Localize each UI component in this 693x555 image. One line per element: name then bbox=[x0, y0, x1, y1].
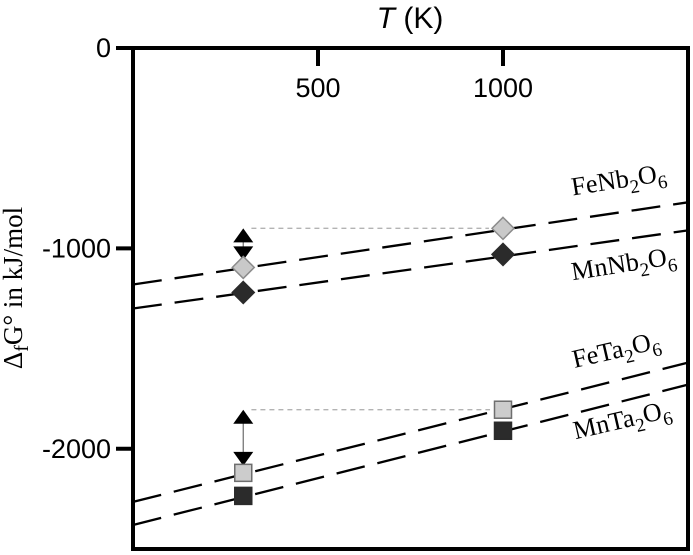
series-label-part: 6 bbox=[650, 339, 664, 362]
series-label-part: 6 bbox=[656, 172, 669, 194]
series-label-part: 2 bbox=[623, 346, 637, 369]
y-tick-label--1000: -1000 bbox=[42, 233, 111, 263]
uncertainty-arrow-up-icon bbox=[233, 409, 254, 424]
trend-line-FeNb2O6 bbox=[132, 201, 689, 286]
series-label-part: 2 bbox=[628, 176, 641, 198]
x-tick-label-1000: 1000 bbox=[473, 73, 533, 103]
x-tick-label-500: 500 bbox=[295, 73, 340, 103]
marker-FeTa2O6-1000K bbox=[493, 400, 513, 419]
uncertainty-arrow-up-icon bbox=[233, 228, 254, 243]
marker-FeNb2O6-1000K bbox=[490, 216, 516, 241]
series-label-part: 2 bbox=[634, 414, 648, 437]
plot-border bbox=[131, 46, 690, 551]
series-label-part: O bbox=[636, 159, 659, 191]
y-axis-title: ΔfG° in kJ/mol bbox=[0, 207, 33, 369]
y-tick-label--2000: -2000 bbox=[42, 434, 111, 464]
uncertainty-arrow-down-icon bbox=[233, 451, 254, 466]
trend-line-FeTa2O6 bbox=[132, 361, 689, 504]
x-axis-title-part: (K) bbox=[395, 2, 443, 35]
y-axis-title-part: G° in kJ/mol bbox=[0, 207, 28, 345]
y-axis-title-part: Δ bbox=[0, 352, 28, 369]
trend-line-MnTa2O6 bbox=[132, 383, 689, 527]
series-label-part: 6 bbox=[661, 408, 675, 431]
series-label-part: 2 bbox=[638, 259, 651, 281]
y-axis-title-part: f bbox=[11, 345, 33, 352]
x-axis-title: T (K) bbox=[377, 2, 444, 35]
y-tick-label-0: 0 bbox=[96, 33, 111, 63]
x-axis-title-part: T bbox=[377, 2, 398, 35]
series-label-part: 6 bbox=[666, 255, 679, 277]
trend-line-MnNb2O6 bbox=[132, 229, 689, 310]
uncertainty-arrow-down-icon bbox=[233, 246, 254, 261]
marker-FeTa2O6-298K bbox=[234, 463, 253, 483]
marker-MnTa2O6-1000K bbox=[493, 421, 513, 441]
marker-MnTa2O6-298K bbox=[234, 486, 253, 506]
marker-MnNb2O6-298K bbox=[231, 280, 256, 305]
series-label-part: O bbox=[646, 243, 669, 275]
marker-MnNb2O6-1000K bbox=[490, 242, 516, 267]
marker-FeNb2O6-298K bbox=[231, 255, 256, 280]
